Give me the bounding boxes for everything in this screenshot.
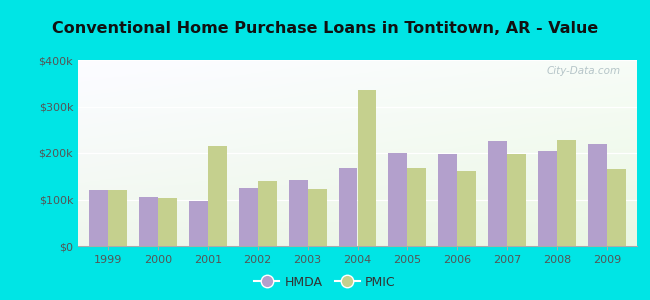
Bar xyxy=(139,197,158,246)
Bar xyxy=(408,168,426,246)
Bar xyxy=(158,198,177,246)
Bar xyxy=(588,144,607,246)
Bar xyxy=(389,153,408,246)
Bar xyxy=(339,168,358,246)
Bar xyxy=(358,90,376,246)
Bar xyxy=(507,154,526,246)
Legend: HMDA, PMIC: HMDA, PMIC xyxy=(250,271,400,294)
Text: Conventional Home Purchase Loans in Tontitown, AR - Value: Conventional Home Purchase Loans in Tont… xyxy=(52,21,598,36)
Bar xyxy=(289,179,307,246)
Bar xyxy=(307,189,326,246)
Text: City-Data.com: City-Data.com xyxy=(546,66,620,76)
Bar xyxy=(438,154,458,246)
Bar xyxy=(188,201,208,246)
Bar xyxy=(89,190,108,246)
Bar xyxy=(607,169,626,246)
Bar xyxy=(257,181,277,246)
Bar xyxy=(208,146,227,246)
Bar xyxy=(488,141,507,246)
Bar xyxy=(458,171,476,246)
Bar xyxy=(557,140,576,246)
Bar xyxy=(108,190,127,246)
Bar xyxy=(538,151,557,246)
Bar xyxy=(239,188,257,246)
